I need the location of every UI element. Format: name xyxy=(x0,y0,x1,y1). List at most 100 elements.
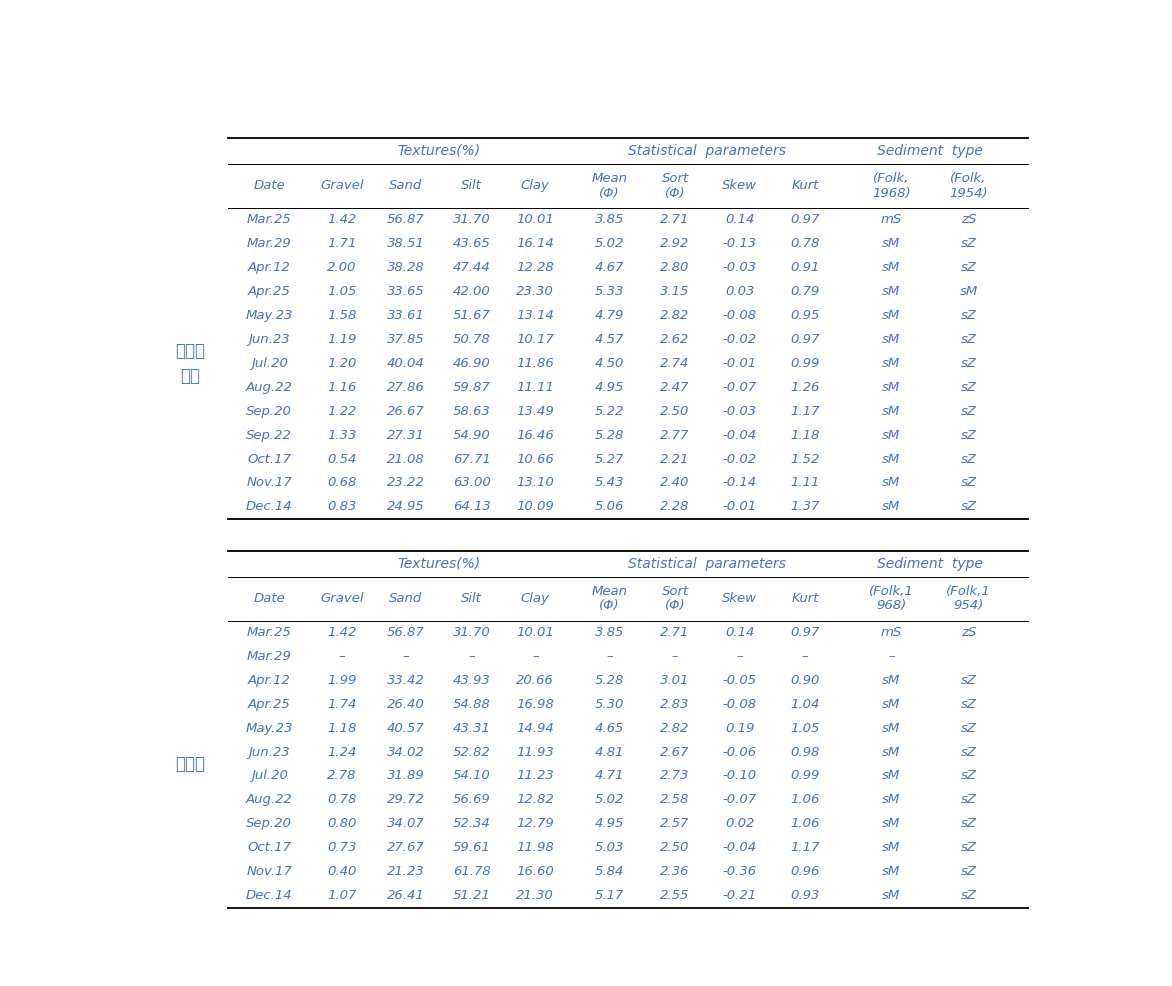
Text: Date: Date xyxy=(253,592,285,605)
Text: 2.36: 2.36 xyxy=(661,865,690,879)
Text: 4.95: 4.95 xyxy=(595,381,625,393)
Text: –: – xyxy=(672,650,679,663)
Text: 3.15: 3.15 xyxy=(661,285,690,298)
Text: May.23: May.23 xyxy=(245,309,293,322)
Text: 52.82: 52.82 xyxy=(452,745,491,758)
Text: –: – xyxy=(888,650,894,663)
Text: 2.83: 2.83 xyxy=(661,698,690,711)
Text: sZ: sZ xyxy=(961,817,976,830)
Text: 2.78: 2.78 xyxy=(327,769,356,783)
Text: 4.81: 4.81 xyxy=(595,745,625,758)
Text: 2.82: 2.82 xyxy=(661,309,690,322)
Text: Silt: Silt xyxy=(462,179,482,192)
Text: 0.91: 0.91 xyxy=(790,261,819,274)
Text: sM: sM xyxy=(883,698,900,711)
Text: sM: sM xyxy=(883,453,900,465)
Text: Mar.29: Mar.29 xyxy=(247,238,292,250)
Text: 2.74: 2.74 xyxy=(661,357,690,370)
Text: 37.85: 37.85 xyxy=(387,333,424,346)
Text: -0.03: -0.03 xyxy=(723,261,757,274)
Text: –: – xyxy=(606,650,613,663)
Text: -0.04: -0.04 xyxy=(723,429,757,442)
Text: sM: sM xyxy=(883,500,900,514)
Text: Apr.12: Apr.12 xyxy=(247,673,291,687)
Text: 5.28: 5.28 xyxy=(595,429,625,442)
Text: 1.37: 1.37 xyxy=(790,500,819,514)
Text: 33.42: 33.42 xyxy=(387,673,424,687)
Text: 2.62: 2.62 xyxy=(661,333,690,346)
Text: -0.07: -0.07 xyxy=(723,381,757,393)
Text: 2.00: 2.00 xyxy=(327,261,356,274)
Text: 56.87: 56.87 xyxy=(387,213,424,227)
Text: 1.04: 1.04 xyxy=(790,698,819,711)
Text: sZ: sZ xyxy=(961,794,976,807)
Text: Skew: Skew xyxy=(722,592,757,605)
Text: sZ: sZ xyxy=(961,476,976,489)
Text: 12.82: 12.82 xyxy=(517,794,554,807)
Text: 54.10: 54.10 xyxy=(452,769,491,783)
Text: sZ: sZ xyxy=(961,309,976,322)
Text: Dec.14: Dec.14 xyxy=(246,500,293,514)
Text: sZ: sZ xyxy=(961,429,976,442)
Text: sZ: sZ xyxy=(961,381,976,393)
Text: 0.14: 0.14 xyxy=(725,213,755,227)
Text: 5.28: 5.28 xyxy=(595,673,625,687)
Text: 1.18: 1.18 xyxy=(327,722,356,735)
Text: 20.66: 20.66 xyxy=(517,673,554,687)
Text: sM: sM xyxy=(883,794,900,807)
Text: sM: sM xyxy=(883,865,900,879)
Text: 3.85: 3.85 xyxy=(595,213,625,227)
Text: Textures(%): Textures(%) xyxy=(397,557,481,571)
Text: 23.30: 23.30 xyxy=(517,285,554,298)
Text: 10.09: 10.09 xyxy=(517,500,554,514)
Text: 54.90: 54.90 xyxy=(452,429,491,442)
Text: 1.26: 1.26 xyxy=(790,381,819,393)
Text: (Folk,1
954): (Folk,1 954) xyxy=(946,585,990,612)
Text: 26.41: 26.41 xyxy=(387,889,424,902)
Text: 21.23: 21.23 xyxy=(387,865,424,879)
Text: Clay: Clay xyxy=(520,179,550,192)
Text: sZ: sZ xyxy=(961,745,976,758)
Text: 2.80: 2.80 xyxy=(661,261,690,274)
Text: sM: sM xyxy=(883,238,900,250)
Text: sZ: sZ xyxy=(961,673,976,687)
Text: 31.89: 31.89 xyxy=(387,769,424,783)
Text: 10.17: 10.17 xyxy=(517,333,554,346)
Text: 1.05: 1.05 xyxy=(790,722,819,735)
Text: 13.10: 13.10 xyxy=(517,476,554,489)
Text: Silt: Silt xyxy=(462,592,482,605)
Text: Gravel: Gravel xyxy=(320,179,363,192)
Text: –: – xyxy=(736,650,743,663)
Text: 2.82: 2.82 xyxy=(661,722,690,735)
Text: -0.02: -0.02 xyxy=(723,453,757,465)
Text: 52.34: 52.34 xyxy=(452,817,491,830)
Text: 4.79: 4.79 xyxy=(595,309,625,322)
Text: 11.98: 11.98 xyxy=(517,841,554,854)
Text: 5.03: 5.03 xyxy=(595,841,625,854)
Text: 1.11: 1.11 xyxy=(790,476,819,489)
Text: -0.36: -0.36 xyxy=(723,865,757,879)
Text: 51.21: 51.21 xyxy=(452,889,491,902)
Text: 1.19: 1.19 xyxy=(327,333,356,346)
Text: 1.71: 1.71 xyxy=(327,238,356,250)
Text: 1.52: 1.52 xyxy=(790,453,819,465)
Text: sM: sM xyxy=(883,673,900,687)
Text: 59.87: 59.87 xyxy=(452,381,491,393)
Text: 50.78: 50.78 xyxy=(452,333,491,346)
Text: 16.60: 16.60 xyxy=(517,865,554,879)
Text: 1.18: 1.18 xyxy=(790,429,819,442)
Text: 1.06: 1.06 xyxy=(790,794,819,807)
Text: 2.57: 2.57 xyxy=(661,817,690,830)
Text: sZ: sZ xyxy=(961,841,976,854)
Text: Mar.25: Mar.25 xyxy=(247,213,292,227)
Text: 0.78: 0.78 xyxy=(790,238,819,250)
Text: Date: Date xyxy=(253,179,285,192)
Text: zS: zS xyxy=(961,626,976,639)
Text: Sort
(Φ): Sort (Φ) xyxy=(661,585,689,612)
Text: 0.96: 0.96 xyxy=(790,865,819,879)
Text: 1.42: 1.42 xyxy=(327,213,356,227)
Text: 2.58: 2.58 xyxy=(661,794,690,807)
Text: 10.66: 10.66 xyxy=(517,453,554,465)
Text: 0.03: 0.03 xyxy=(725,285,755,298)
Text: -0.07: -0.07 xyxy=(723,794,757,807)
